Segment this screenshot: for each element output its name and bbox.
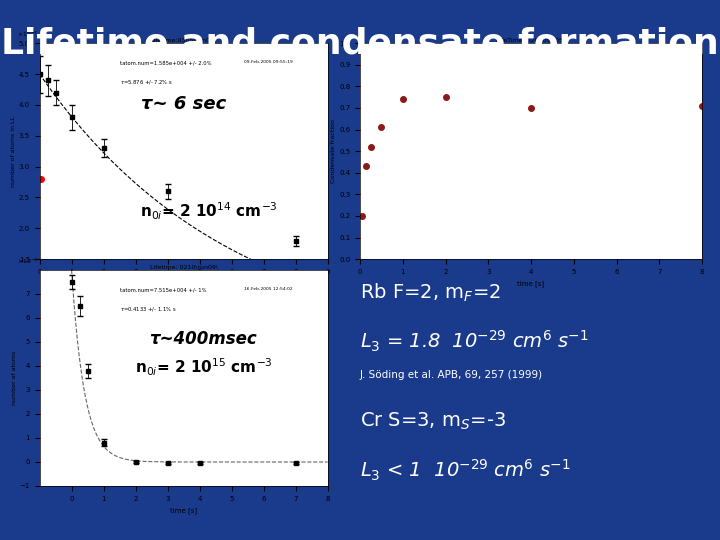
Title: Lifetime: 0210\run09\: Lifetime: 0210\run09\ bbox=[150, 265, 217, 269]
X-axis label: time [s]: time [s] bbox=[170, 280, 197, 287]
Text: n$_{0i}$= 2 10$^{15}$ cm$^{-3}$: n$_{0i}$= 2 10$^{15}$ cm$^{-3}$ bbox=[135, 356, 272, 378]
Text: $\tau$=5.876 +/- 7.2% s: $\tau$=5.876 +/- 7.2% s bbox=[120, 78, 174, 86]
Text: tatom.num=7.515e+004 +/- 1%: tatom.num=7.515e+004 +/- 1% bbox=[120, 287, 207, 292]
Title: LifeTime: 0208\run05\: LifeTime: 0208\run05\ bbox=[497, 38, 565, 43]
Y-axis label: number of atoms: number of atoms bbox=[12, 351, 17, 405]
Text: $L_3$ = 1.8  10$^{-29}$ cm$^6$ s$^{-1}$: $L_3$ = 1.8 10$^{-29}$ cm$^6$ s$^{-1}$ bbox=[360, 329, 589, 354]
Text: τ~ 6 sec: τ~ 6 sec bbox=[141, 94, 226, 113]
Text: tatom.num=1.585e+004 +/- 2.0%: tatom.num=1.585e+004 +/- 2.0% bbox=[120, 60, 212, 65]
Text: 16-Feb-2005 12:54:02: 16-Feb-2005 12:54:02 bbox=[244, 287, 293, 291]
Y-axis label: number of atoms in LL: number of atoms in LL bbox=[11, 116, 16, 187]
Text: Rb F=2, m$_F$=2: Rb F=2, m$_F$=2 bbox=[360, 281, 501, 303]
Text: $\times10^{-7}$: $\times10^{-7}$ bbox=[17, 30, 38, 39]
Title: Lifetime:0305\run01\: Lifetime:0305\run01\ bbox=[150, 38, 217, 43]
Text: Cr S=3, m$_S$=-3: Cr S=3, m$_S$=-3 bbox=[360, 410, 506, 432]
Text: $L_3$ < 1  10$^{-29}$ cm$^6$ s$^{-1}$: $L_3$ < 1 10$^{-29}$ cm$^6$ s$^{-1}$ bbox=[360, 458, 570, 483]
Text: J. Söding et al. APB, 69, 257 (1999): J. Söding et al. APB, 69, 257 (1999) bbox=[360, 370, 543, 380]
Text: 09-Feb-2005 09:55:19: 09-Feb-2005 09:55:19 bbox=[244, 60, 293, 64]
Text: n$_{0i}$= 2 10$^{14}$ cm$^{-3}$: n$_{0i}$= 2 10$^{14}$ cm$^{-3}$ bbox=[140, 201, 278, 222]
Text: Lifetime and condensate formation: Lifetime and condensate formation bbox=[1, 27, 719, 61]
Text: $\times10^{-4}$: $\times10^{-4}$ bbox=[17, 256, 38, 266]
Y-axis label: Condensate fraction: Condensate fraction bbox=[331, 119, 336, 183]
X-axis label: time [s]: time [s] bbox=[170, 507, 197, 514]
Text: $\tau$=0.4133 +/- 1.1% s: $\tau$=0.4133 +/- 1.1% s bbox=[120, 305, 177, 313]
X-axis label: time [s]: time [s] bbox=[518, 280, 544, 287]
Text: τ~400msec: τ~400msec bbox=[149, 330, 257, 348]
